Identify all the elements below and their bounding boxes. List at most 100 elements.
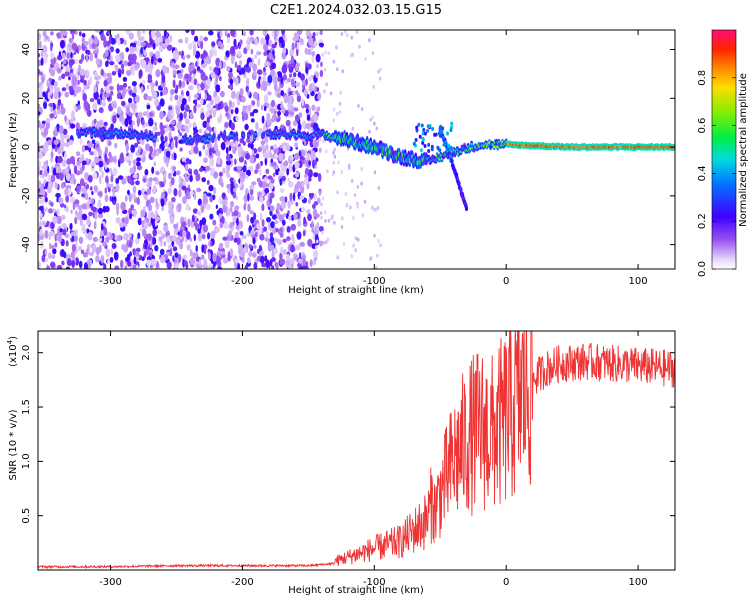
branch-point [427,149,431,153]
y-tick-label: -40 [21,236,32,252]
noise-speckle [169,247,173,257]
noise-speckle [181,62,186,68]
noise-speckle [297,258,303,264]
noise-speckle [256,101,260,108]
noise-speckle [109,61,115,66]
noise-speckle [78,209,83,218]
noise-speckle [60,103,64,111]
noise-speckle [192,48,197,57]
noise-speckle [219,31,223,38]
noise-speckle [200,112,205,120]
noise-speckle [212,219,217,226]
noise-speckle [149,145,154,154]
noise-speckle [54,242,58,248]
noise-speckle [136,161,141,167]
noise-speckle [279,252,283,261]
noise-speckle [215,227,221,233]
noise-speckle [251,100,256,106]
noise-speckle [93,185,98,191]
noise-speckle [150,216,156,226]
noise-speckle [163,225,169,232]
noise-speckle [133,256,137,265]
noise-speckle [298,38,304,43]
noise-speckle [38,180,42,188]
noise-speckle [324,219,327,223]
noise-speckle [57,235,63,243]
noise-speckle [306,94,310,99]
noise-speckle [43,147,49,152]
noise-speckle [316,239,319,244]
noise-speckle [138,145,141,152]
noise-speckle [236,217,239,226]
noise-speckle [140,41,146,47]
noise-speckle [155,69,161,78]
noise-speckle [120,201,126,211]
noise-speckle [110,90,114,96]
noise-speckle [261,115,265,124]
noise-speckle [305,261,309,267]
noise-speckle [146,256,151,261]
noise-speckle [295,254,298,262]
noise-speckle [269,210,273,216]
noise-speckle [53,91,59,100]
noise-speckle [65,172,71,181]
noise-speckle [238,146,243,153]
noise-speckle [173,152,177,161]
noise-speckle [160,191,165,199]
noise-speckle [224,239,230,249]
noise-speckle [338,109,342,114]
noise-speckle [43,163,48,172]
noise-speckle [135,247,141,253]
noise-speckle [97,98,101,105]
branch-point [422,127,426,132]
snr-y-axis-label: SNR (10 * v/v) [8,409,19,480]
colorbar-label: Normalized spectral amplitude [738,73,749,227]
noise-speckle [99,149,103,157]
trace-point [232,133,236,137]
noise-speckle [38,233,41,242]
noise-speckle [263,150,268,159]
noise-speckle [283,161,287,167]
noise-speckle [48,103,54,107]
noise-speckle [231,101,236,109]
noise-speckle [187,218,191,228]
noise-speckle [293,72,297,78]
noise-speckle [170,120,176,126]
noise-speckle [64,91,69,98]
trace-point [108,129,111,133]
noise-speckle [332,107,336,112]
branch-point [450,121,454,126]
noise-speckle [193,191,197,201]
noise-speckle [65,205,69,213]
noise-speckle [191,214,195,223]
noise-speckle [324,50,328,55]
noise-speckle [69,30,76,35]
colorbar-tick-label: 0.2 [697,213,708,229]
noise-speckle [205,165,211,172]
noise-speckle [179,242,184,250]
noise-speckle [283,212,287,217]
noise-speckle [316,229,319,234]
noise-speckle [96,75,102,80]
noise-speckle [243,203,247,211]
noise-speckle [122,76,128,82]
noise-speckle [271,43,277,49]
noise-speckle [105,88,110,94]
noise-speckle [315,71,320,79]
noise-speckle [281,65,288,74]
noise-speckle [200,254,205,260]
noise-speckle [304,167,310,176]
trace-point [495,140,498,144]
trace-point [184,134,187,139]
noise-speckle [325,149,328,154]
noise-speckle [71,110,75,119]
noise-speckle [49,87,53,96]
snr-series-line [38,331,675,570]
noise-speckle [109,167,112,174]
noise-speckle [105,175,109,184]
noise-speckle [357,103,360,108]
y-tick-label: 20 [21,92,32,105]
noise-speckle [225,146,229,155]
noise-speckle [140,85,144,94]
noise-speckle [207,232,211,240]
